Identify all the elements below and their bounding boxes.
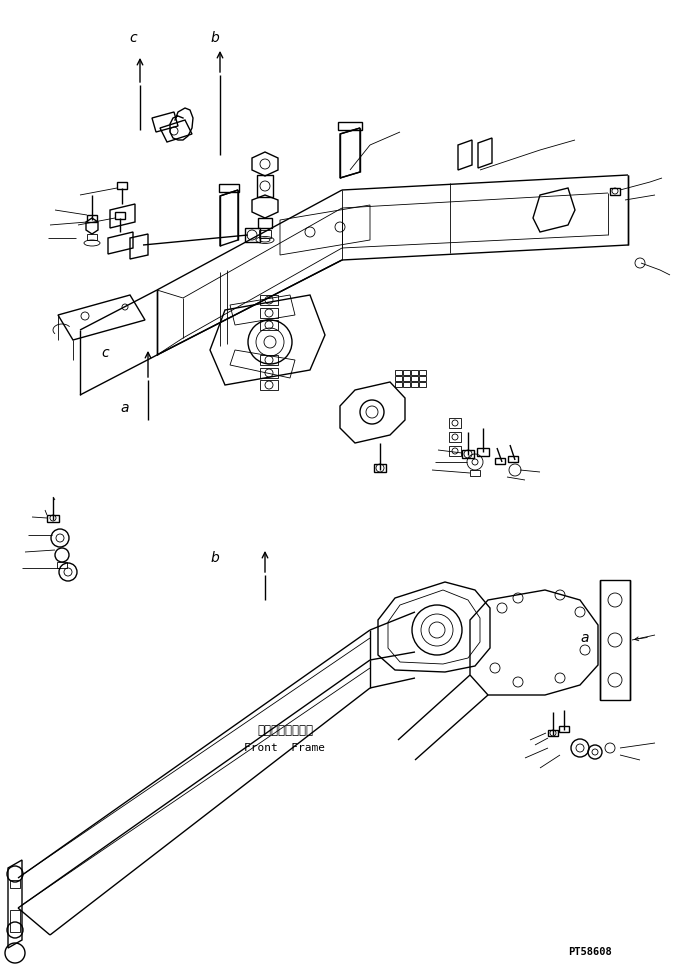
Bar [495,458,505,464]
Text: フロントフレーム: フロントフレーム [257,723,313,737]
Bar [395,370,402,375]
Bar [477,448,489,456]
Bar [411,382,418,387]
Bar [462,450,474,458]
Bar [403,376,410,381]
Bar [610,188,620,195]
Bar [258,218,272,228]
Bar [419,370,426,375]
Bar [57,562,67,568]
Bar [260,368,278,378]
Bar [411,376,418,381]
Bar [10,910,20,932]
Text: Front  Frame: Front Frame [245,743,326,753]
Bar [47,515,59,522]
Bar [257,175,273,197]
Bar [374,464,386,472]
Bar [260,380,278,390]
Bar [87,234,97,240]
Bar [260,355,278,365]
Bar [419,376,426,381]
Text: a: a [581,631,589,645]
Text: a: a [121,401,129,415]
Bar [449,432,461,442]
Bar [403,370,410,375]
Bar [470,470,480,476]
Bar [117,182,127,189]
Bar [559,726,569,732]
Bar [403,382,410,387]
Text: b: b [210,551,219,565]
Bar [260,295,278,305]
Bar [548,730,558,736]
Bar [338,122,362,130]
Bar [260,320,278,330]
Bar [259,230,271,238]
Bar [449,446,461,456]
Bar [87,215,97,222]
Bar [449,418,461,428]
Text: b: b [210,31,219,45]
Bar [260,308,278,318]
Bar [395,376,402,381]
Bar [219,184,239,192]
Text: c: c [129,31,137,45]
Bar [395,382,402,387]
Bar [115,212,125,219]
Bar [411,370,418,375]
Bar [245,228,260,242]
Bar [419,382,426,387]
Bar [10,880,20,888]
Text: c: c [101,346,109,360]
Bar [508,456,518,462]
Text: PT58608: PT58608 [568,947,612,957]
